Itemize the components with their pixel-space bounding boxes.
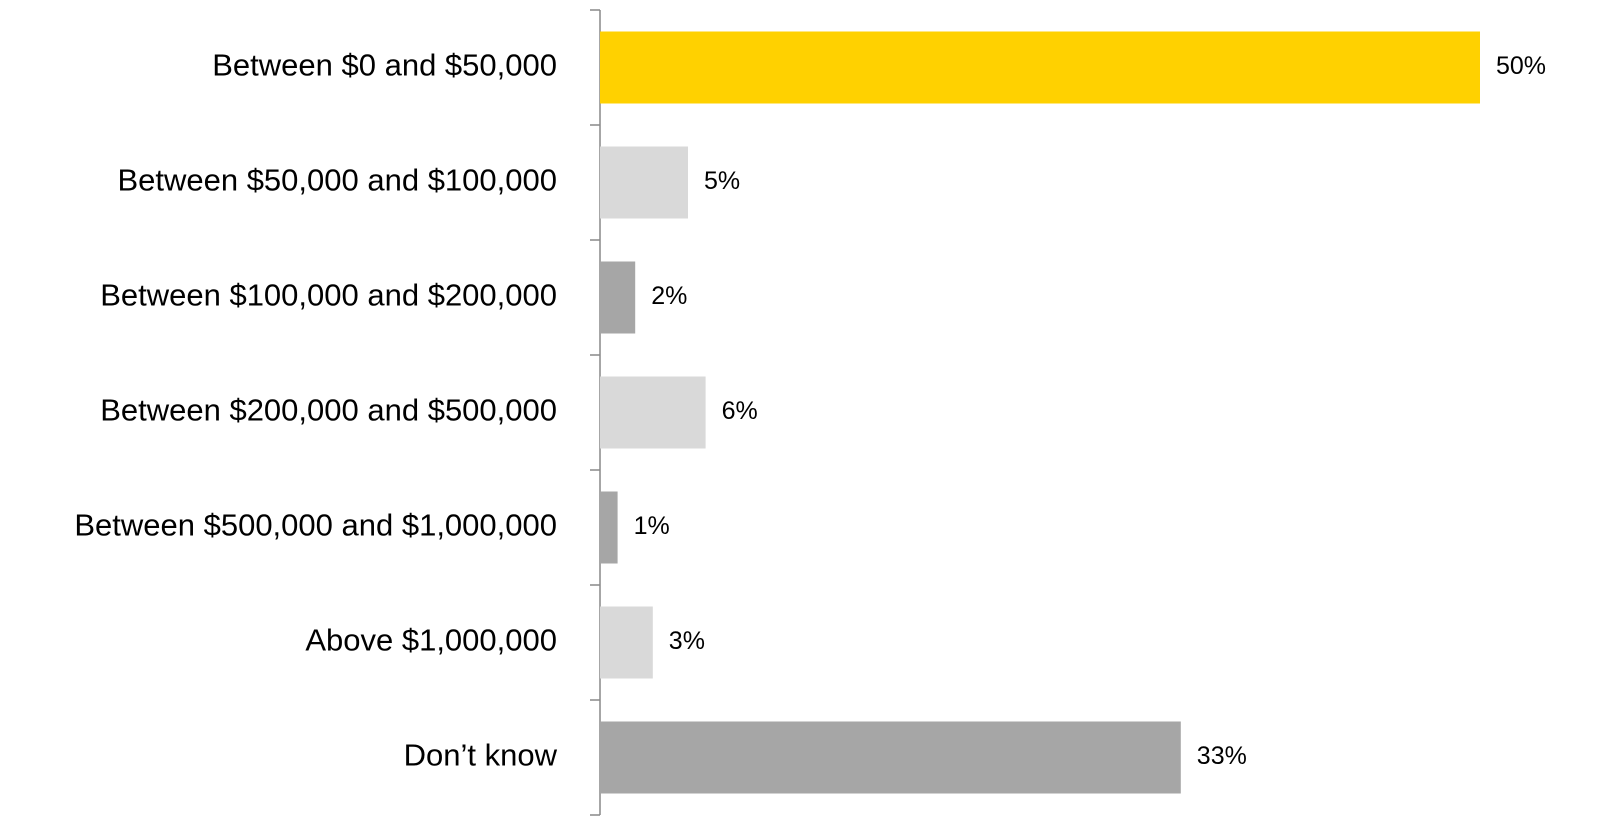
value-label: 33% xyxy=(1197,742,1247,770)
bar xyxy=(600,31,1480,104)
value-label: 50% xyxy=(1496,52,1546,80)
category-label: Between $0 and $50,000 xyxy=(212,48,557,83)
bar xyxy=(600,491,618,564)
value-label: 1% xyxy=(634,512,670,540)
bar xyxy=(600,146,688,219)
value-label: 2% xyxy=(651,282,687,310)
bar xyxy=(600,261,636,334)
bar xyxy=(600,376,706,449)
category-label: Above $1,000,000 xyxy=(305,623,557,658)
value-label: 6% xyxy=(722,397,758,425)
bar xyxy=(600,606,653,679)
value-label: 5% xyxy=(704,167,740,195)
category-label: Between $500,000 and $1,000,000 xyxy=(74,508,557,543)
category-label: Between $100,000 and $200,000 xyxy=(100,278,557,313)
category-label: Don’t know xyxy=(404,738,558,773)
value-label: 3% xyxy=(669,627,705,655)
bar xyxy=(600,721,1181,794)
category-label: Between $50,000 and $100,000 xyxy=(117,163,557,198)
category-label: Between $200,000 and $500,000 xyxy=(100,393,557,428)
